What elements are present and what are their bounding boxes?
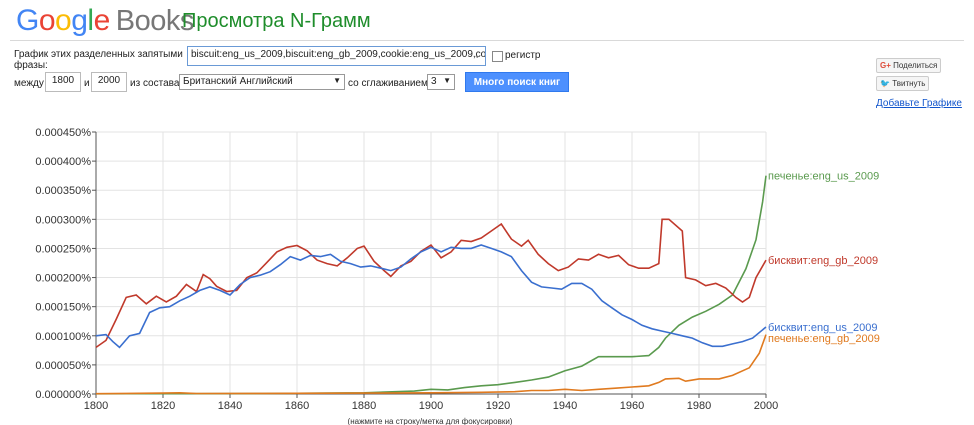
y-tick-label: 0.000000% xyxy=(35,389,91,401)
logo-letter: G xyxy=(16,4,39,37)
x-tick-label: 1800 xyxy=(84,400,108,412)
year-start-input[interactable]: 1800 xyxy=(45,72,81,92)
chart-grid xyxy=(95,131,767,395)
case-checkbox[interactable] xyxy=(492,51,503,62)
share-label: Поделиться xyxy=(893,61,938,70)
y-tick-label: 0.000200% xyxy=(35,273,91,285)
share-button[interactable]: G+ Поделиться xyxy=(876,58,942,73)
x-tick-label: 1900 xyxy=(419,400,443,412)
series-label[interactable]: печенье:eng_us_2009 xyxy=(768,171,879,183)
dropdown-arrow-icon: ▼ xyxy=(333,76,341,85)
and-label: и xyxy=(84,78,90,89)
series-line[interactable] xyxy=(95,175,767,395)
series-labels: печенье:eng_us_2009 бисквит:eng_gb_2009 би… xyxy=(768,171,880,345)
logo-letter: g xyxy=(71,4,88,37)
y-tick-label: 0.000400% xyxy=(35,156,91,168)
phrases-label-2: фразы: xyxy=(14,60,48,71)
x-tick-label: 1860 xyxy=(285,400,309,412)
phrases-input-value: biscuit:eng_us_2009,biscuit:eng_gb_2009,… xyxy=(191,49,486,60)
logo-letter: o xyxy=(38,4,56,37)
y-tick-label: 0.000100% xyxy=(35,331,91,343)
smoothing-select[interactable]: 3 ▼ xyxy=(427,74,455,90)
logo-books: Books xyxy=(115,5,195,37)
between-label: между xyxy=(14,78,44,89)
add-graph-link[interactable]: Добавьте Графике xyxy=(876,98,962,109)
series-label[interactable]: бисквит:eng_us_2009 xyxy=(768,322,878,334)
y-tick-label: 0.000450% xyxy=(35,127,91,139)
x-tick-label: 1960 xyxy=(620,400,644,412)
chevron-down-icon: ⌄ xyxy=(473,50,481,60)
phrases-label: График этих разделенных запятыми xyxy=(14,49,183,60)
dropdown-arrow-icon: ▼ xyxy=(443,76,451,85)
y-tick-label: 0.000150% xyxy=(35,302,91,314)
x-tick-label: 1940 xyxy=(553,400,577,412)
corpus-select[interactable]: Британский Английский ▼ xyxy=(179,74,345,90)
page-title: Просмотра N-Грамм xyxy=(182,10,371,32)
logo-letter: l xyxy=(87,4,94,37)
y-tick-label: 0.000300% xyxy=(35,214,91,226)
series-label[interactable]: бисквит:eng_gb_2009 xyxy=(768,255,878,267)
x-tick-label: 1920 xyxy=(486,400,510,412)
google-books-logo[interactable]: Google Books xyxy=(16,4,194,38)
series-line[interactable] xyxy=(95,218,767,349)
corpus-select-value: Британский Английский xyxy=(183,76,293,87)
y-tick-label: 0.000250% xyxy=(35,243,91,255)
x-tick-label: 2000 xyxy=(754,400,778,412)
case-label: регистр xyxy=(505,50,541,61)
y-tick-label: 0.000350% xyxy=(35,185,91,197)
series-label[interactable]: печенье:eng_gb_2009 xyxy=(768,333,880,345)
x-tick-label: 1820 xyxy=(151,400,175,412)
corpus-label: из состава xyxy=(130,78,180,89)
tweet-label: Твитнуть xyxy=(892,79,926,88)
header-divider xyxy=(10,40,964,41)
search-books-button[interactable]: Много поиск книг xyxy=(465,72,569,92)
phrases-input[interactable]: biscuit:eng_us_2009,biscuit:eng_gb_2009,… xyxy=(187,46,486,66)
series-line[interactable] xyxy=(95,244,767,349)
x-tick-label: 1980 xyxy=(687,400,711,412)
tweet-button[interactable]: 🐦 Твитнуть xyxy=(876,76,930,91)
smoothing-label: со сглаживанием xyxy=(348,78,428,89)
x-tick-label: 1840 xyxy=(218,400,242,412)
logo-letter: o xyxy=(55,4,72,37)
smoothing-select-value: 3 xyxy=(431,76,437,87)
logo-letter: e xyxy=(93,4,111,37)
chart-series xyxy=(95,175,767,395)
twitter-icon: 🐦 xyxy=(880,79,890,88)
x-axis-hint: (нажмите на строку/метка для фокусировки… xyxy=(348,417,513,425)
y-tick-label: 0.000050% xyxy=(35,360,91,372)
year-end-input[interactable]: 2000 xyxy=(91,72,127,92)
series-line[interactable] xyxy=(95,334,767,395)
x-axis-ticks: 1800 1820 1840 1860 1880 1900 1920 1940 1960 1980… xyxy=(84,394,778,412)
y-axis-ticks: 0.000000% 0.000050% 0.000100% 0.000150% 0.00… xyxy=(35,127,96,401)
x-tick-label: 1880 xyxy=(352,400,376,412)
google-plus-icon: G+ xyxy=(880,61,891,70)
